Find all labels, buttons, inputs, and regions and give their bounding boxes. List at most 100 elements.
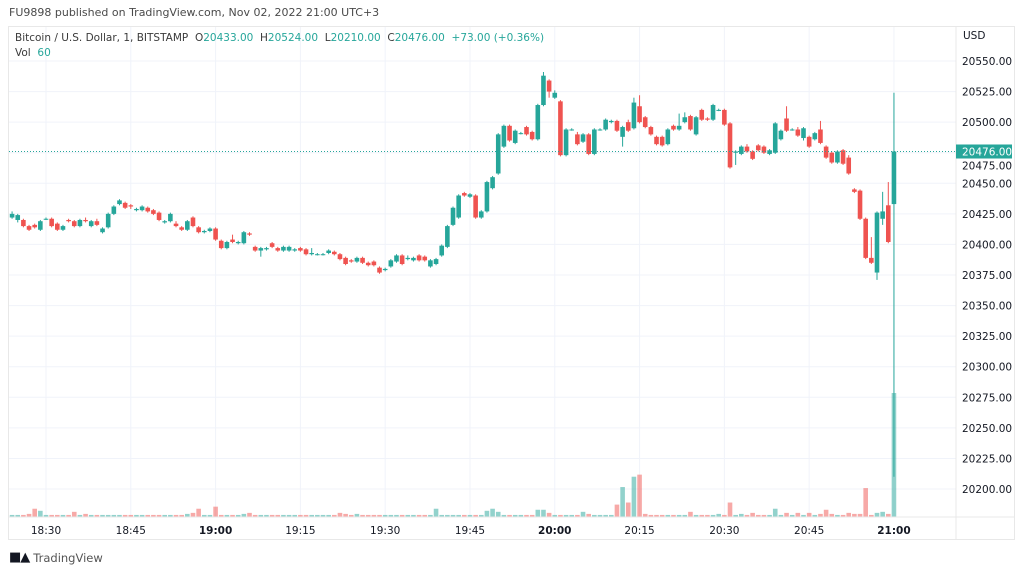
candle-body bbox=[869, 257, 874, 263]
candle-body bbox=[789, 129, 795, 131]
volume-bar bbox=[863, 488, 868, 517]
volume-bar bbox=[343, 513, 348, 517]
volume-bar bbox=[179, 514, 184, 517]
volume-bar bbox=[439, 514, 445, 517]
volume-bar bbox=[869, 514, 874, 517]
volume-bar bbox=[320, 514, 326, 517]
candle-body bbox=[529, 131, 535, 140]
time-tick-label: 20:00 bbox=[538, 525, 571, 537]
candle-body bbox=[49, 218, 54, 227]
candle-body bbox=[722, 109, 727, 125]
currency-label: USD bbox=[963, 30, 985, 42]
candle-body bbox=[105, 213, 111, 228]
volume-bar bbox=[795, 512, 801, 517]
candle-body bbox=[292, 249, 298, 251]
tradingview-logo[interactable]: ■▲ TradingView bbox=[9, 550, 103, 565]
volume-bar bbox=[326, 514, 331, 517]
candle-body bbox=[857, 190, 863, 219]
candle-body bbox=[744, 146, 750, 152]
volume-bar bbox=[394, 514, 399, 517]
candle-body bbox=[699, 109, 705, 120]
volume-bar bbox=[761, 514, 767, 517]
candle-body bbox=[784, 118, 789, 131]
volume-bar bbox=[484, 510, 490, 517]
volume-bar bbox=[83, 513, 88, 517]
volume-bar bbox=[286, 514, 292, 517]
change-value: +73.00 (+0.36%) bbox=[451, 32, 545, 44]
volume-label[interactable]: Vol bbox=[15, 47, 31, 59]
candle-body bbox=[812, 133, 818, 140]
candle-body bbox=[55, 223, 60, 230]
candle-body bbox=[592, 129, 597, 154]
candle-body bbox=[134, 208, 139, 211]
volume-bar bbox=[495, 511, 501, 517]
candle-body bbox=[213, 228, 218, 240]
candle-body bbox=[371, 261, 377, 266]
candle-body bbox=[569, 129, 575, 131]
candle-body bbox=[880, 211, 885, 219]
volume-bar bbox=[360, 514, 365, 517]
candle-body bbox=[795, 129, 801, 136]
candle-body bbox=[360, 257, 365, 263]
volume-bar bbox=[569, 514, 575, 517]
volume-bar bbox=[535, 509, 541, 517]
volume-bar bbox=[348, 514, 354, 517]
volume-bar bbox=[716, 513, 722, 517]
volume-bar bbox=[88, 514, 94, 517]
volume-bar bbox=[755, 514, 761, 517]
volume-bar bbox=[100, 514, 105, 517]
volume-bar bbox=[422, 514, 428, 517]
volume-bar bbox=[614, 504, 620, 517]
candle-body bbox=[122, 202, 128, 208]
price-tick-label: 20550.00 bbox=[962, 56, 1012, 68]
volume-bar bbox=[15, 514, 21, 517]
candle-body bbox=[450, 207, 456, 225]
candle-body bbox=[399, 255, 405, 265]
volume-bar bbox=[382, 514, 388, 517]
candle-body bbox=[179, 227, 184, 230]
candle-body bbox=[863, 218, 868, 258]
volume-bar bbox=[258, 514, 264, 517]
close-value: 20476.00 bbox=[394, 32, 445, 44]
volume-bar bbox=[71, 511, 77, 517]
volume-bar bbox=[507, 514, 512, 517]
volume-bar bbox=[580, 511, 586, 517]
candle-body bbox=[456, 195, 461, 218]
candle-body bbox=[382, 268, 388, 271]
volume-bar bbox=[134, 514, 139, 517]
candle-body bbox=[885, 205, 891, 242]
volume-bar bbox=[388, 514, 394, 517]
volume-bar bbox=[145, 514, 151, 517]
volume-bar bbox=[609, 514, 614, 517]
volume-bar bbox=[292, 514, 298, 517]
volume-bar bbox=[688, 511, 693, 517]
candle-body bbox=[688, 116, 693, 130]
volume-bar bbox=[139, 514, 145, 517]
volume-bar bbox=[43, 514, 49, 517]
volume-bar bbox=[201, 514, 207, 517]
volume-bar bbox=[264, 514, 269, 517]
candle-body bbox=[258, 248, 264, 251]
candle-body bbox=[185, 221, 190, 230]
candle-body bbox=[575, 134, 580, 145]
volume-bar bbox=[207, 514, 213, 517]
price-tick-label: 20350.00 bbox=[962, 301, 1012, 313]
candle-body bbox=[563, 129, 569, 156]
candle-body bbox=[377, 267, 382, 273]
time-tick-label: 19:45 bbox=[455, 525, 485, 537]
symbol-title[interactable]: Bitcoin / U.S. Dollar, 1, BITSTAMP bbox=[15, 32, 189, 44]
candle-body bbox=[541, 75, 546, 106]
volume-row: Vol 60 bbox=[15, 46, 544, 61]
candle-body bbox=[806, 136, 812, 147]
time-tick-label: 19:00 bbox=[199, 525, 232, 537]
candle-body bbox=[156, 212, 162, 220]
candle-body bbox=[151, 210, 156, 214]
price-tick-label: 20200.00 bbox=[962, 484, 1012, 496]
volume-bar bbox=[60, 514, 66, 517]
volume-bar bbox=[247, 512, 252, 517]
candle-body bbox=[755, 145, 761, 151]
candle-body bbox=[597, 129, 603, 131]
volume-bar bbox=[501, 514, 507, 517]
candle-body bbox=[196, 227, 201, 233]
